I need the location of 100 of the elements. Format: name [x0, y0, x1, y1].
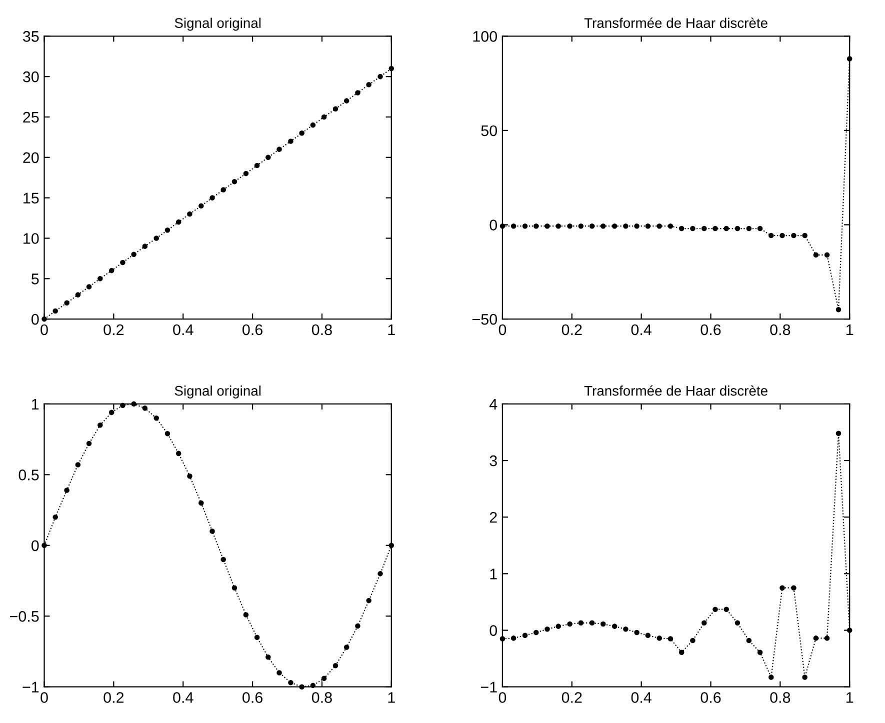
x-tick-label: 0.6	[242, 692, 262, 703]
point	[645, 223, 651, 229]
point	[824, 252, 830, 258]
point	[154, 236, 160, 241]
x-tick-label: 0.6	[242, 324, 262, 336]
point	[724, 226, 730, 232]
point	[623, 626, 628, 632]
y-tick-label: 4	[489, 398, 498, 410]
point	[578, 223, 584, 229]
chart-title: Transformée de Haar discrète	[584, 18, 768, 28]
point	[668, 636, 674, 642]
point	[321, 676, 327, 681]
point	[321, 114, 327, 120]
y-tick-label: −1	[480, 682, 497, 692]
point	[355, 623, 360, 629]
point	[724, 606, 730, 612]
point	[645, 632, 651, 638]
point	[768, 232, 774, 238]
y-tick-label: −50	[472, 314, 498, 325]
x-tick-label: 0.8	[312, 324, 332, 336]
point	[780, 585, 785, 590]
point	[176, 219, 182, 225]
point	[768, 674, 774, 680]
point	[232, 179, 238, 184]
point	[780, 232, 785, 238]
point	[690, 638, 696, 644]
y-tick-label: 50	[481, 125, 498, 136]
y-tick-label: 5	[32, 274, 39, 284]
point	[836, 430, 842, 436]
point	[544, 223, 550, 229]
x-tick-label: 0.2	[562, 692, 582, 703]
point	[210, 195, 215, 200]
point	[600, 621, 606, 627]
x-tick-label: 0.8	[770, 692, 790, 703]
point	[75, 292, 81, 298]
point	[712, 606, 718, 612]
point	[634, 223, 640, 229]
point	[589, 620, 595, 626]
point	[276, 146, 282, 152]
x-tick-label: 0.4	[173, 692, 194, 703]
point	[232, 585, 238, 590]
point	[220, 556, 226, 562]
y-tick-label: −1	[22, 682, 39, 692]
point	[288, 680, 294, 686]
x-tick-label: 0.8	[312, 692, 332, 703]
point	[678, 650, 684, 655]
point	[589, 223, 595, 229]
x-tick-label: 0.4	[173, 324, 194, 336]
point	[344, 644, 350, 650]
point	[378, 571, 383, 576]
x-tick-label: 0.2	[104, 324, 124, 336]
point	[332, 106, 338, 112]
y-tick-label: 2	[490, 512, 497, 523]
point	[813, 252, 819, 258]
point	[187, 473, 192, 479]
point	[220, 187, 226, 192]
point	[623, 223, 628, 229]
point	[567, 621, 572, 627]
y-tick-label: 35	[22, 31, 39, 42]
x-tick-label: 0	[40, 692, 48, 703]
point	[634, 630, 640, 636]
point	[98, 276, 103, 282]
y-tick-label: 25	[23, 112, 39, 123]
point	[164, 431, 170, 436]
x-tick-label: 0.2	[104, 692, 124, 703]
x-tick-label: 0	[40, 324, 48, 336]
point	[288, 138, 294, 144]
point	[791, 232, 796, 238]
y-tick-label: 0	[490, 220, 498, 230]
point	[108, 410, 114, 416]
point	[578, 620, 584, 626]
chart-title: Signal original	[174, 18, 261, 31]
point	[522, 223, 528, 229]
point	[656, 223, 662, 229]
point	[668, 223, 674, 229]
x-tick-label: 0	[498, 692, 506, 703]
point	[612, 223, 618, 229]
y-tick-label: 0	[31, 540, 39, 552]
point	[355, 90, 360, 96]
point	[64, 300, 70, 306]
point	[142, 406, 148, 411]
point	[98, 422, 103, 428]
point	[310, 122, 316, 128]
x-tick-label: 0.4	[631, 692, 652, 703]
point	[176, 450, 182, 456]
x-tick-label: 1	[388, 692, 395, 703]
point	[824, 636, 830, 641]
y-tick-label: 1	[32, 398, 39, 410]
point	[656, 636, 662, 641]
point	[131, 252, 136, 258]
point	[746, 638, 752, 644]
point	[64, 488, 70, 493]
point	[534, 223, 539, 229]
point	[791, 585, 796, 590]
point	[544, 626, 550, 632]
point	[276, 670, 282, 676]
chart-title: Transformée de Haar discrète	[584, 385, 768, 396]
point	[378, 74, 383, 80]
point	[366, 82, 372, 88]
point	[567, 223, 572, 229]
